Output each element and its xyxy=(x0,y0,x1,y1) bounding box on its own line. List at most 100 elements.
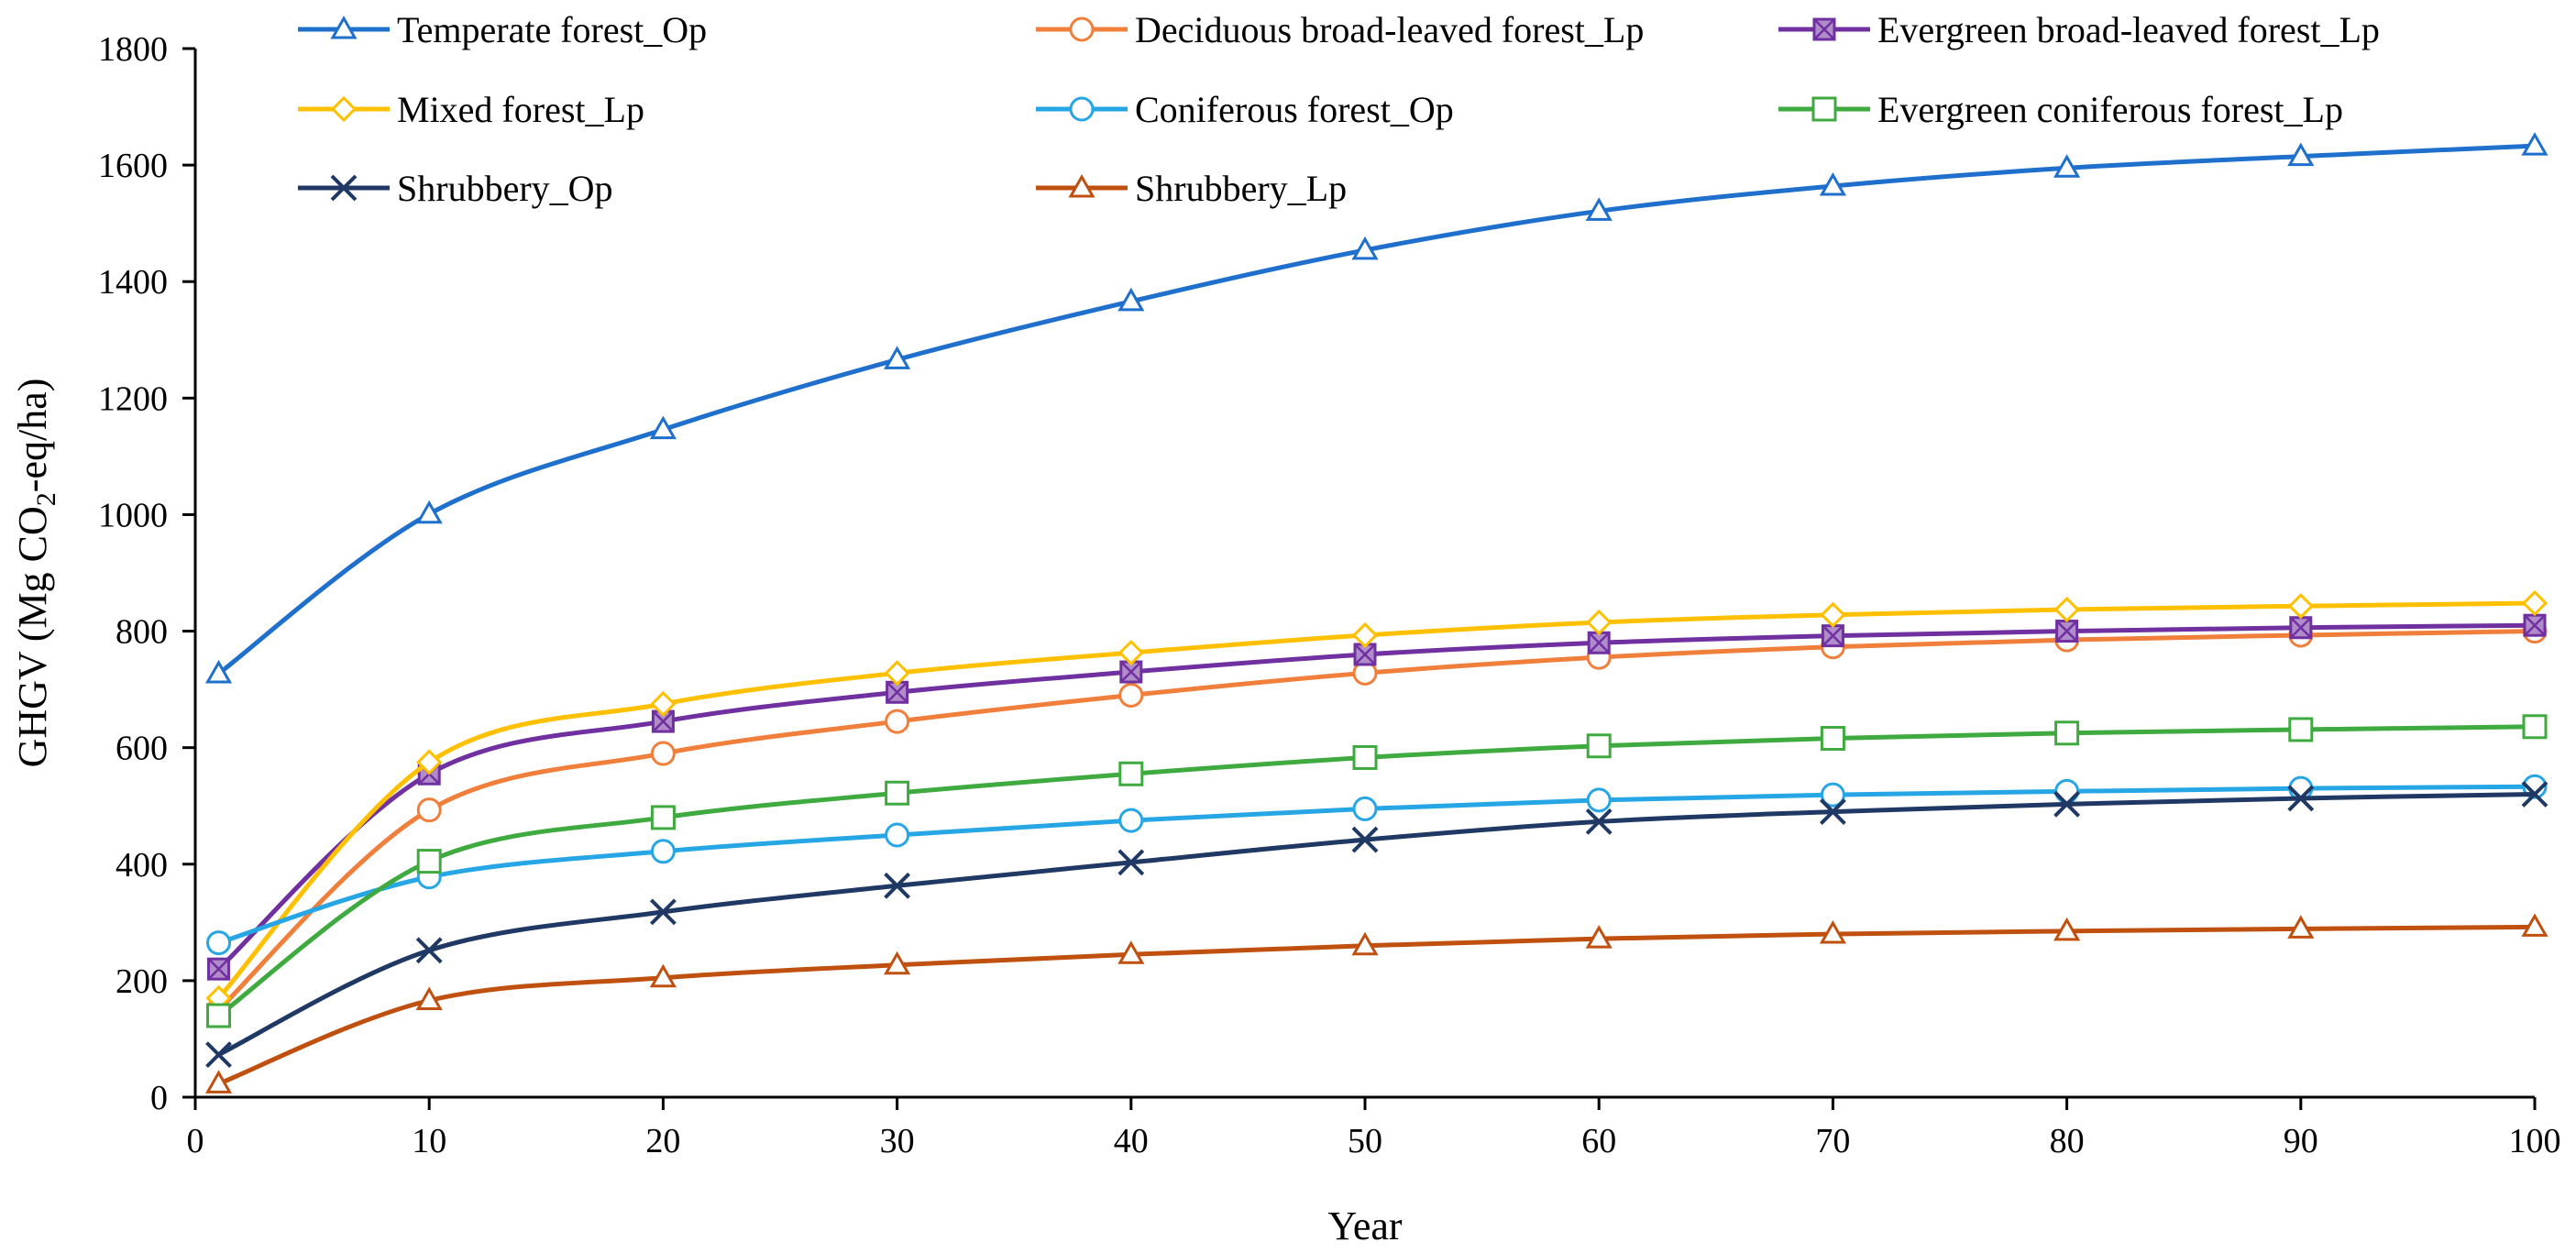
data-point xyxy=(2287,785,2315,812)
x-tick-label: 20 xyxy=(645,1122,680,1160)
x-tick-label: 0 xyxy=(187,1122,204,1160)
data-point xyxy=(1820,601,1846,628)
data-point xyxy=(2521,589,2548,617)
triangle-marker xyxy=(884,951,911,975)
y-tick-label: 600 xyxy=(116,730,168,768)
data-point xyxy=(1819,920,1846,944)
triangle-marker xyxy=(1819,920,1846,944)
circle-marker xyxy=(416,797,442,823)
y-tick-label: 1800 xyxy=(98,30,168,69)
square-x-cross xyxy=(207,958,230,981)
y-tick-label: 1400 xyxy=(98,263,168,302)
legend-label: Shrubbery_Op xyxy=(397,168,613,209)
legend-item: Mixed forest_Lp xyxy=(298,89,644,130)
data-point xyxy=(2521,781,2548,808)
x-marker xyxy=(1117,849,1145,876)
data-point xyxy=(1820,782,1845,808)
square-x-cross xyxy=(1588,632,1611,654)
triangle-marker xyxy=(649,415,677,440)
data-point xyxy=(1351,931,1379,956)
x-marker xyxy=(649,898,677,926)
triangle-marker xyxy=(2053,917,2081,941)
diamond-marker xyxy=(1586,609,1613,636)
data-point xyxy=(204,659,233,684)
y-axis-title-sub: 2 xyxy=(31,492,61,506)
circle-marker xyxy=(1118,682,1144,708)
series-line xyxy=(217,724,2536,1018)
data-point xyxy=(650,741,676,766)
diamond-marker xyxy=(884,660,910,687)
circle-marker xyxy=(1352,796,1378,821)
x-tick-label: 90 xyxy=(2284,1122,2318,1160)
triangle-marker xyxy=(2287,915,2315,939)
data-point xyxy=(1351,236,1379,260)
x-marker xyxy=(205,1041,232,1069)
x-tick-label: 10 xyxy=(412,1122,446,1160)
legend-item: Temperate forest_Op xyxy=(298,9,707,50)
data-point xyxy=(206,1003,232,1028)
data-point xyxy=(2287,593,2314,620)
diamond-marker xyxy=(1820,601,1846,628)
data-point xyxy=(204,1070,233,1094)
data-point xyxy=(1821,624,1844,648)
circle-marker xyxy=(1820,782,1845,808)
data-point xyxy=(649,415,677,440)
data-point xyxy=(1819,171,1846,196)
square-x-cross xyxy=(2524,614,2546,637)
y-ticks: 0 200 400 600 800 1000 1200 1400 1600 1800 xyxy=(98,30,195,1117)
data-point xyxy=(649,963,677,988)
triangle-marker xyxy=(1585,197,1613,221)
data-point xyxy=(2287,142,2315,167)
triangle-marker xyxy=(1117,287,1145,312)
triangle-marker xyxy=(1117,940,1145,964)
x-tick-label: 30 xyxy=(880,1122,915,1160)
data-point xyxy=(2523,613,2547,637)
data-point xyxy=(1117,849,1145,876)
square-x-cross xyxy=(886,681,908,704)
data-point xyxy=(885,822,910,848)
x-marker xyxy=(415,937,443,964)
data-point xyxy=(205,1041,232,1069)
series-7 xyxy=(204,913,2548,1094)
data-point xyxy=(416,749,443,775)
series-6 xyxy=(205,781,2548,1069)
series-1 xyxy=(206,619,2548,1023)
data-point xyxy=(1118,808,1144,833)
data-point xyxy=(884,872,911,899)
data-point xyxy=(206,930,232,956)
data-point xyxy=(1586,733,1612,759)
data-point xyxy=(2521,913,2548,937)
y-axis-title: GHGV (Mg CO2-eq/ha) xyxy=(10,379,61,768)
square-x-cross xyxy=(1119,661,1142,683)
series-layer xyxy=(204,132,2548,1094)
data-point xyxy=(1351,621,1379,649)
legend-item: Evergreen coniferous forest_Lp xyxy=(1778,89,2343,130)
square-marker xyxy=(1820,725,1845,751)
square-marker xyxy=(206,1003,232,1028)
data-point xyxy=(1586,609,1613,636)
data-point xyxy=(1352,796,1378,821)
legend-label: Deciduous broad-leaved forest_Lp xyxy=(1135,9,1644,50)
data-point xyxy=(1585,197,1613,221)
data-point xyxy=(1585,808,1613,835)
data-point xyxy=(884,346,911,369)
data-point xyxy=(1351,826,1379,853)
legend-item: Coniferous forest_Op xyxy=(1036,89,1454,130)
data-point xyxy=(1119,660,1143,684)
triangle-marker xyxy=(649,963,677,988)
y-tick-label: 1600 xyxy=(98,147,168,185)
triangle-marker xyxy=(884,346,911,369)
data-point xyxy=(2522,714,2548,740)
square-x-cross xyxy=(652,710,675,732)
x-tick-label: 40 xyxy=(1114,1122,1149,1160)
triangle-marker xyxy=(1819,171,1846,196)
data-point xyxy=(1586,787,1612,813)
square-x-cross xyxy=(1813,18,1835,40)
data-point xyxy=(884,660,910,687)
data-point xyxy=(650,690,677,718)
series-line xyxy=(217,792,2536,1057)
triangle-marker xyxy=(204,1070,233,1094)
x-axis-title: Year xyxy=(1327,1204,1402,1248)
square-x-cross xyxy=(2055,620,2078,643)
